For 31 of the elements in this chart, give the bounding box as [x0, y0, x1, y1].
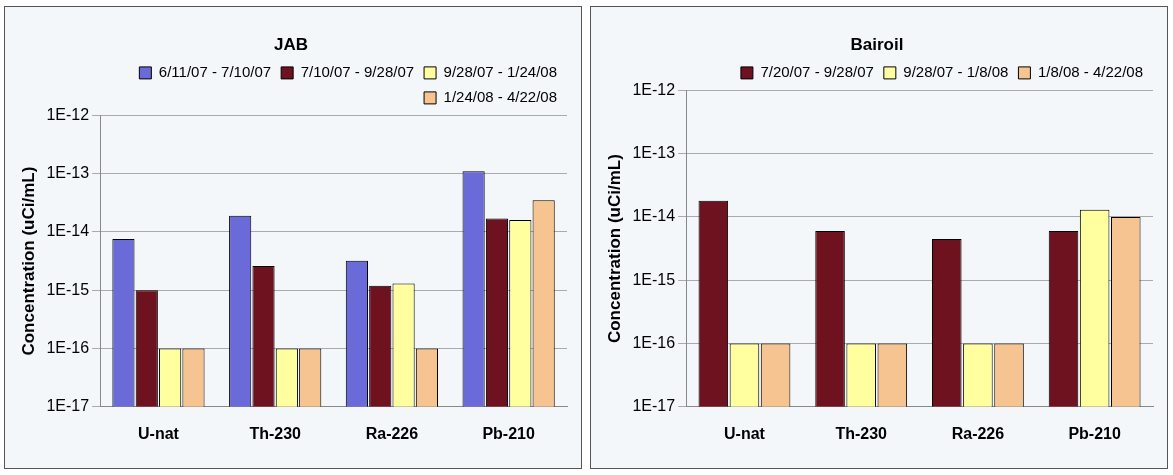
legend-label: 7/10/07 - 9/28/07: [300, 63, 415, 81]
y-tick-label: 1E-15: [632, 270, 676, 288]
legend-label: 6/11/07 - 7/10/07: [158, 63, 272, 81]
x-tick-label: Pb-210: [482, 424, 535, 442]
y-tick-label: 1E-15: [46, 280, 90, 298]
x-tick-label: Ra-226: [365, 424, 419, 442]
y-tick-label: 1E-16: [46, 338, 90, 356]
y-tick-label: 1E-17: [632, 397, 676, 415]
chart-title: JAB: [273, 34, 309, 54]
y-tick-label: 1E-12: [632, 80, 676, 98]
legend-label: 9/28/07 - 1/24/08: [443, 63, 558, 81]
legend-label: 1/24/08 - 4/22/08: [443, 88, 558, 106]
legend-label: 7/20/07 - 9/28/07: [760, 63, 874, 81]
y-tick-label: 1E-17: [46, 397, 90, 415]
x-tick-label: U-nat: [138, 424, 180, 442]
x-tick-label: Pb-210: [1068, 424, 1121, 442]
x-tick-label: Ra-226: [951, 424, 1005, 442]
y-axis-title: Concentration (uCi/mL): [18, 166, 38, 356]
y-axis-title: Concentration (uCi/mL): [604, 154, 624, 344]
y-tick-label: 1E-13: [46, 164, 90, 182]
y-tick-label: 1E-14: [46, 222, 90, 240]
x-tick-label: Th-230: [249, 424, 302, 442]
chart-title: Bairoil: [850, 34, 904, 54]
y-tick-label: 1E-13: [632, 144, 676, 162]
y-tick-label: 1E-12: [46, 105, 90, 123]
y-tick-label: 1E-16: [632, 333, 676, 351]
x-tick-label: Th-230: [835, 424, 888, 442]
legend-label: 1/8/08 - 4/22/08: [1037, 63, 1144, 81]
y-tick-label: 1E-14: [632, 207, 676, 225]
x-tick-label: U-nat: [724, 424, 766, 442]
legend-label: 9/28/07 - 1/8/08: [903, 63, 1009, 81]
